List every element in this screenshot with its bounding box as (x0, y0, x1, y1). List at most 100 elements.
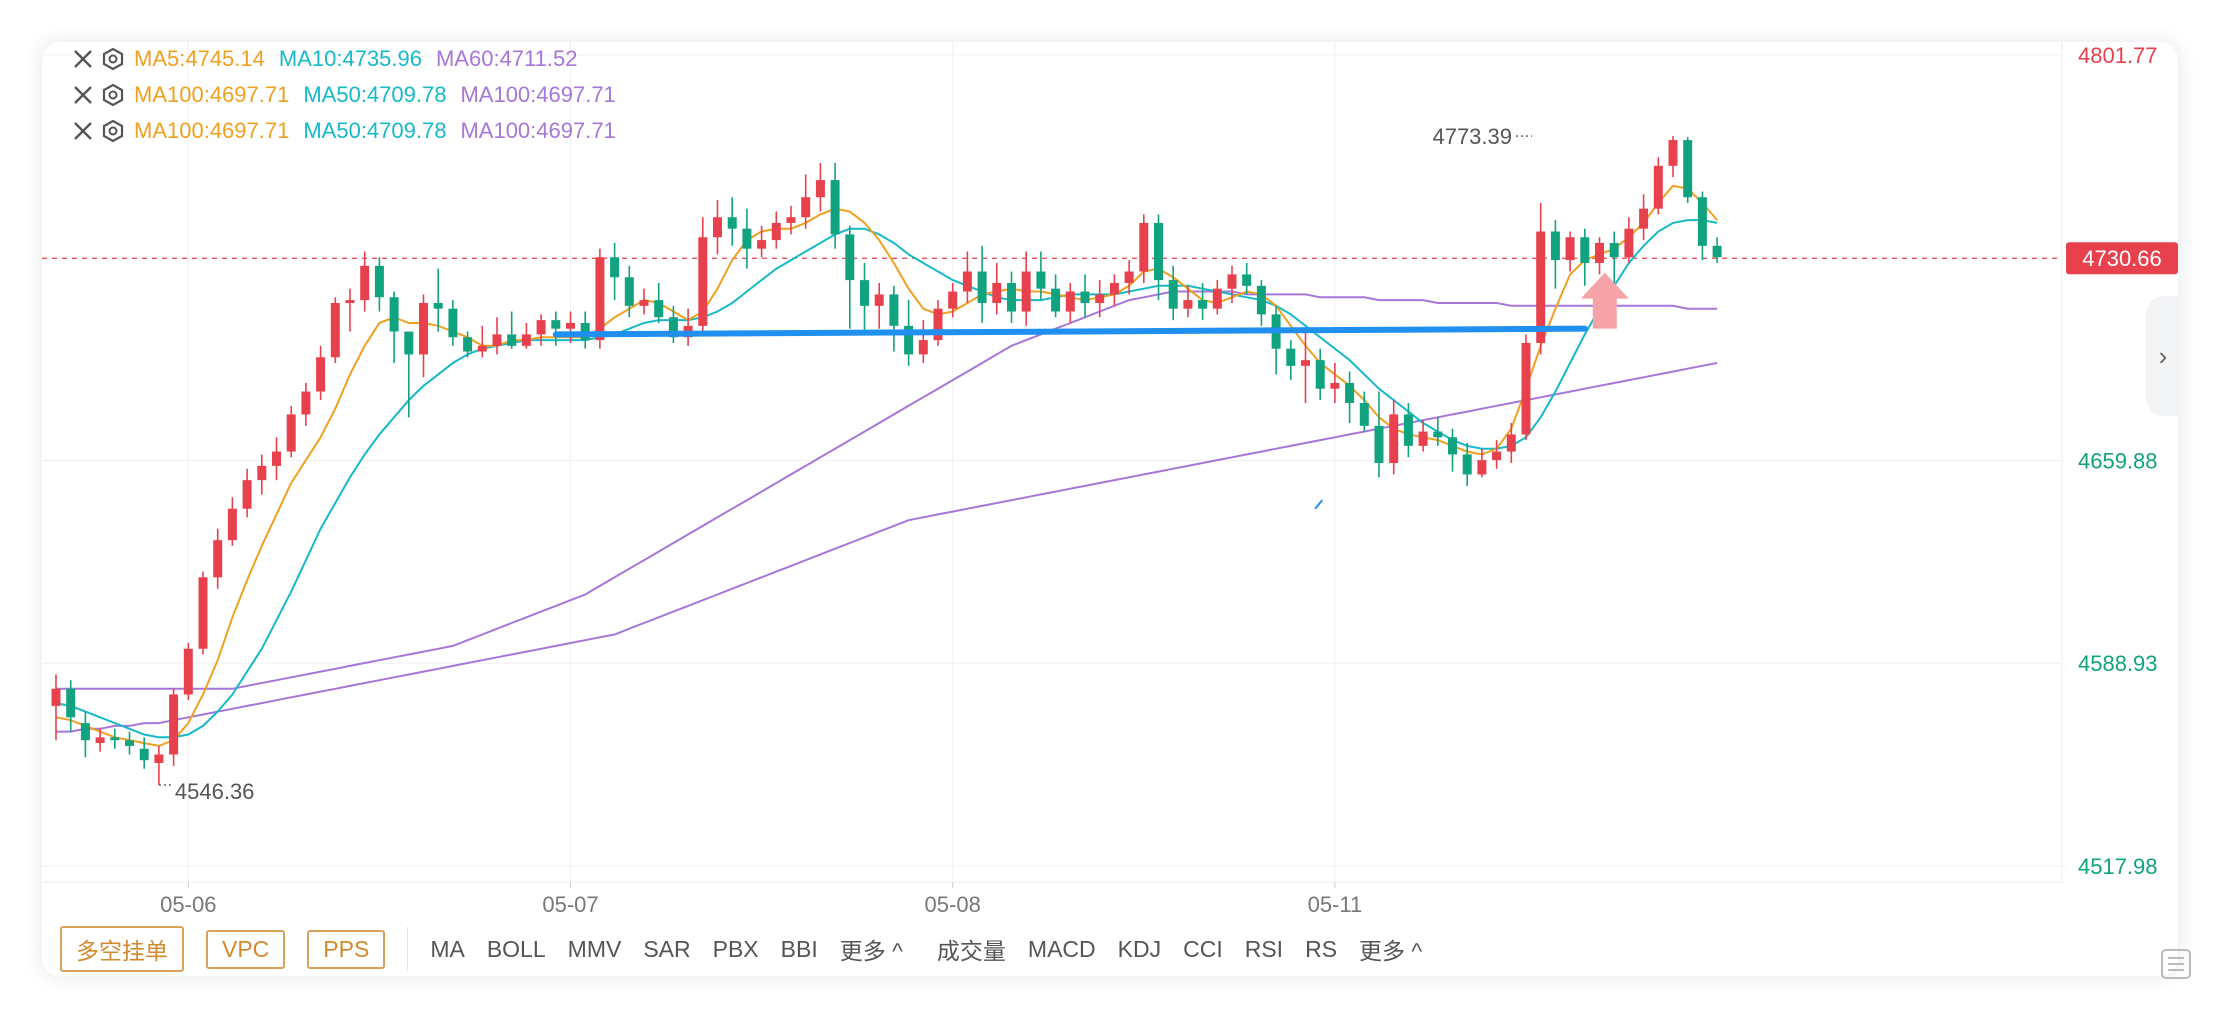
candle-body (918, 340, 928, 355)
candle-body (595, 257, 605, 341)
candle-body (1580, 237, 1590, 263)
candle-body (1712, 245, 1722, 258)
candle-body (80, 723, 90, 741)
candle-body (742, 228, 752, 249)
candle-body (154, 754, 164, 764)
current-price-label: 4730.66 (2082, 246, 2162, 271)
indicator-boll[interactable]: BOLL (486, 935, 546, 962)
candle-body (242, 480, 252, 509)
candle-body (1227, 274, 1237, 289)
ma-value: MA50:4709.78 (303, 118, 447, 143)
candle-body (1007, 282, 1016, 312)
chart-card (42, 42, 2178, 976)
candle-body (668, 317, 678, 338)
candle-body (1139, 222, 1149, 272)
settings-hexagon-icon[interactable] (98, 44, 134, 74)
candle-body (1506, 434, 1516, 452)
y-tick-label: 4801.77 (2078, 43, 2158, 68)
candle-body (1080, 291, 1090, 303)
settings-hexagon-icon[interactable] (98, 80, 134, 110)
indicator-kdj[interactable]: KDJ (1117, 935, 1162, 962)
candle-body (874, 294, 884, 306)
candle-body (860, 280, 869, 306)
candle-body (1521, 342, 1531, 435)
x-tick-label: 05-08 (925, 892, 981, 917)
candle-body (1124, 271, 1134, 283)
close-icon[interactable] (68, 80, 98, 110)
high-annotation: 4773.39 (1432, 124, 1512, 149)
ma-value: MA100:4697.71 (460, 118, 616, 143)
close-icon[interactable] (68, 44, 98, 74)
candle-body (492, 334, 502, 346)
low-annotation: 4546.36 (175, 779, 255, 804)
candle-body (624, 277, 634, 306)
candle-body (1448, 437, 1457, 455)
expand-panel-button[interactable]: › (2146, 296, 2180, 416)
indicator-bbi[interactable]: BBI (780, 935, 818, 962)
candle-body (257, 465, 267, 481)
current-price-badge (2066, 242, 2178, 275)
candle-body (1639, 208, 1649, 229)
candle-body (1065, 291, 1075, 312)
ma-value: MA10:4735.96 (278, 46, 422, 71)
settings-hexagon-icon[interactable] (98, 116, 134, 146)
candle-body (419, 302, 428, 355)
candle-body (1183, 300, 1193, 309)
candle-body (1330, 382, 1340, 389)
candle-body (374, 265, 384, 298)
pill-long-short[interactable]: 多空挂单 (60, 926, 184, 972)
candle-body (962, 271, 972, 292)
more-sub-indicators[interactable]: 更多 ^ (1359, 938, 1423, 964)
candle-body (1168, 280, 1178, 309)
candle-body (992, 282, 1002, 303)
candle-body (477, 345, 487, 352)
candle-body (139, 748, 149, 761)
candle-body (345, 300, 355, 303)
candle-body (801, 197, 811, 218)
indicator-volume[interactable]: 成交量 (936, 938, 1006, 964)
more-main-indicators[interactable]: 更多 ^ (839, 938, 903, 964)
indicator-cci[interactable]: CCI (1183, 935, 1223, 962)
candle-body (1374, 425, 1384, 464)
candle-body (1462, 454, 1472, 475)
candle-body (830, 180, 840, 235)
indicator-ma[interactable]: MA (430, 935, 465, 962)
candle-body (1315, 360, 1325, 389)
support-trendline[interactable] (552, 325, 1588, 338)
candle-body (66, 688, 76, 718)
candle-body (1433, 431, 1443, 438)
candle-body (654, 300, 664, 318)
candle-body (1683, 140, 1693, 198)
candle-body (1359, 402, 1369, 426)
candle-body (1345, 382, 1355, 403)
candle-body (1565, 237, 1575, 261)
candle-body (1021, 271, 1031, 312)
candle-body (1036, 271, 1046, 289)
legend-row: MA5:4745.14 MA10:4735.96 MA60:4711.52 (68, 44, 591, 74)
candle-body (1198, 300, 1208, 309)
indicator-sar[interactable]: SAR (643, 935, 691, 962)
fullscreen-icon[interactable] (2156, 944, 2196, 984)
candle-body (1154, 222, 1163, 281)
candle-body (213, 540, 223, 578)
indicator-pbx[interactable]: PBX (712, 935, 759, 962)
indicator-rsi[interactable]: RSI (1244, 935, 1284, 962)
candle-body (757, 240, 767, 249)
candle-body (198, 577, 208, 649)
candle-body (1609, 242, 1619, 258)
ma-value: MA5:4745.14 (134, 46, 265, 71)
candle-body (1624, 228, 1634, 258)
candle-body (551, 320, 561, 329)
candle-body (1051, 288, 1061, 312)
candle-body (1301, 360, 1310, 366)
ma60-line (56, 290, 1718, 690)
candle-body (227, 508, 237, 541)
indicator-rs[interactable]: RS (1305, 935, 1338, 962)
pill-vpc[interactable]: VPC (206, 929, 286, 969)
candle-body (51, 688, 61, 706)
candle-body (286, 414, 296, 452)
indicator-mmv[interactable]: MMV (567, 935, 622, 962)
pill-pps[interactable]: PPS (307, 929, 386, 969)
indicator-macd[interactable]: MACD (1027, 935, 1096, 962)
close-icon[interactable] (68, 116, 98, 146)
